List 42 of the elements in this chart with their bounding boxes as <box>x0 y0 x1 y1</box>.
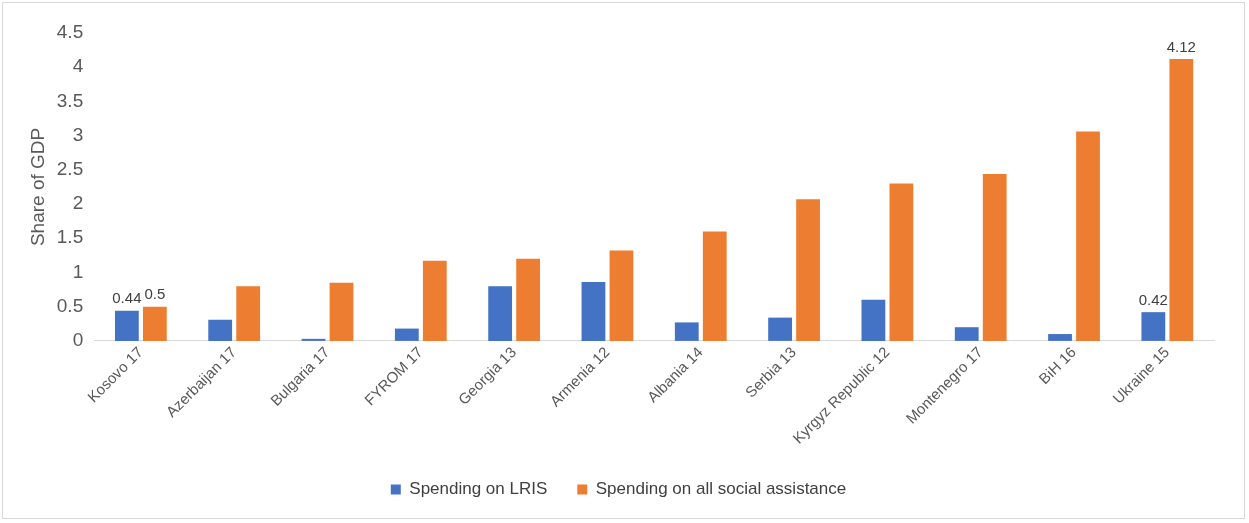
bar <box>488 286 513 341</box>
y-tick-label: 3.5 <box>56 89 84 111</box>
bar <box>954 327 979 341</box>
x-tick-label: BiH 16 <box>1035 343 1080 388</box>
bar <box>581 282 606 341</box>
data-label: 0.5 <box>144 285 166 303</box>
y-tick-label: 0 <box>72 329 84 351</box>
bar <box>982 173 1007 341</box>
bar <box>796 199 820 341</box>
bar <box>609 250 634 341</box>
bar <box>236 286 261 341</box>
bar <box>1141 312 1166 341</box>
legend-label: Spending on LRIS <box>409 479 548 499</box>
bar <box>1076 131 1100 341</box>
bar <box>702 231 727 341</box>
y-tick-label: 4.5 <box>56 21 84 43</box>
y-tick-label: 2.5 <box>56 158 84 180</box>
bar <box>516 258 541 341</box>
y-tick-label: 1.5 <box>56 226 84 248</box>
bar <box>142 306 167 341</box>
bar <box>861 299 886 341</box>
bar <box>208 319 233 341</box>
y-tick-label: 2 <box>72 192 84 214</box>
bar <box>768 317 792 341</box>
bar <box>1048 334 1072 341</box>
y-tick-label: 0.5 <box>56 294 84 316</box>
bar <box>889 183 914 341</box>
y-tick-label: 3 <box>72 123 84 145</box>
bar <box>114 310 139 341</box>
legend-label: Spending on all social assistance <box>595 479 847 499</box>
y-axis-title: Share of GDP <box>26 127 48 247</box>
data-label: 0.42 <box>1138 290 1168 308</box>
y-tick-label: 4 <box>72 55 84 77</box>
bar <box>329 282 354 341</box>
y-tick-label: 1 <box>72 260 84 282</box>
bar <box>422 260 447 341</box>
data-label: 4.12 <box>1166 37 1196 55</box>
data-label: 0.44 <box>112 289 142 307</box>
bar <box>394 328 419 341</box>
bar <box>301 338 326 341</box>
bar <box>1169 59 1194 341</box>
bar <box>674 322 699 341</box>
